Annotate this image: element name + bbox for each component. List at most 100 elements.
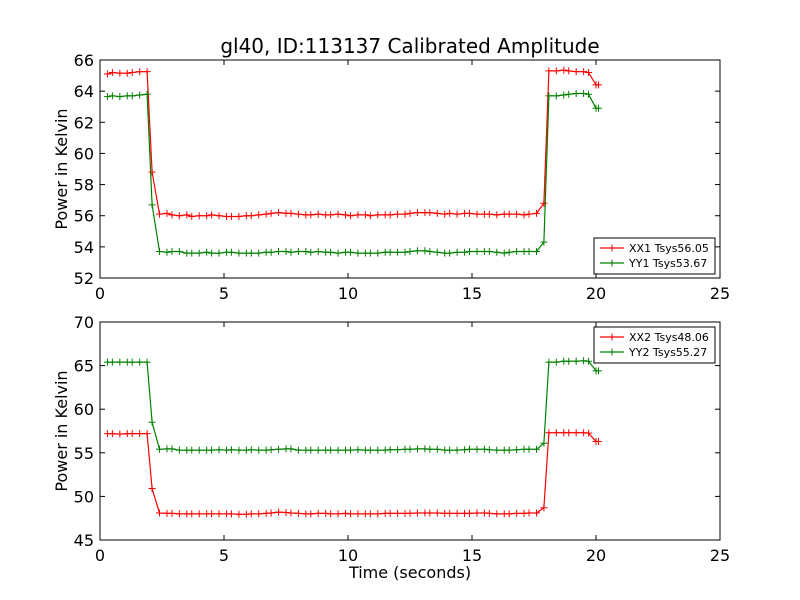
- data-point: [513, 509, 521, 517]
- legend-marker: [608, 348, 616, 356]
- data-point: [485, 446, 493, 454]
- data-point: [394, 248, 402, 256]
- data-point: [545, 358, 553, 366]
- data-point: [275, 445, 283, 453]
- y-tick-label: 70: [74, 313, 94, 332]
- data-point: [108, 358, 116, 366]
- data-point: [560, 66, 568, 74]
- y-tick-label: 62: [74, 113, 94, 132]
- data-point: [188, 446, 196, 454]
- x-tick-label: 15: [462, 284, 482, 303]
- data-point: [366, 212, 374, 220]
- data-point: [128, 68, 136, 76]
- y-tick-label: 56: [74, 207, 94, 226]
- data-point: [493, 248, 501, 256]
- data-point: [275, 209, 283, 217]
- y-axis-label: Power in Kelvin: [52, 108, 71, 229]
- data-point: [208, 446, 216, 454]
- panels: 0 5 10 15 20 25 52 54 56 58 60 62 64 66 Power in Kelvi…: [52, 51, 730, 582]
- data-point: [294, 509, 302, 517]
- data-point: [426, 509, 434, 517]
- x-tick-label: 0: [95, 284, 105, 303]
- data-point: [287, 509, 295, 517]
- data-point: [168, 445, 176, 453]
- data-point: [287, 445, 295, 453]
- data-point: [327, 510, 335, 518]
- data-point: [208, 510, 216, 518]
- x-axis-label: Time (seconds): [348, 563, 471, 582]
- data-point: [227, 248, 235, 256]
- data-point: [394, 446, 402, 454]
- data-point: [413, 247, 421, 255]
- x-tick-label: 10: [338, 284, 358, 303]
- data-point: [565, 90, 573, 98]
- data-point: [394, 210, 402, 218]
- data-point: [594, 437, 602, 445]
- y-axis-label: Power in Kelvin: [52, 370, 71, 491]
- data-point: [208, 249, 216, 257]
- data-point: [168, 248, 176, 256]
- data-point: [453, 446, 461, 454]
- data-point: [108, 68, 116, 76]
- data-point: [493, 211, 501, 219]
- data-point: [374, 510, 382, 518]
- data-point: [227, 212, 235, 220]
- data-point: [433, 248, 441, 256]
- x-tick-label: 25: [710, 284, 730, 303]
- data-point: [327, 248, 335, 256]
- data-point: [505, 210, 513, 218]
- data-point: [386, 509, 394, 517]
- data-point: [314, 248, 322, 256]
- data-point: [342, 211, 350, 219]
- data-point: [215, 446, 223, 454]
- data-point: [262, 210, 270, 218]
- y-tick-label: 60: [74, 400, 94, 419]
- data-point: [136, 430, 144, 438]
- data-point: [175, 510, 183, 518]
- series-2-1: [103, 429, 602, 518]
- data-point: [565, 429, 573, 437]
- series-line: [107, 69, 599, 218]
- series-2-2: [103, 357, 602, 454]
- data-point: [594, 81, 602, 89]
- data-point: [163, 209, 171, 217]
- data-point: [156, 248, 164, 256]
- data-point: [401, 210, 409, 218]
- data-point: [195, 510, 203, 518]
- data-point: [307, 446, 315, 454]
- x-axis: 0 5 10 15 20 25: [95, 60, 730, 303]
- data-point: [255, 446, 263, 454]
- data-point: [413, 209, 421, 217]
- data-point: [168, 509, 176, 517]
- data-point: [215, 510, 223, 518]
- legend-label: XX2 Tsys48.06: [629, 331, 709, 344]
- data-point: [354, 249, 362, 257]
- data-point: [565, 357, 573, 365]
- data-point: [128, 358, 136, 366]
- data-point: [143, 90, 151, 98]
- data-point: [525, 509, 533, 517]
- data-point: [255, 510, 263, 518]
- axes-frame: [99, 59, 721, 279]
- data-point: [545, 67, 553, 75]
- data-point: [386, 446, 394, 454]
- y-tick-label: 66: [74, 51, 94, 70]
- data-point: [413, 509, 421, 517]
- x-tick-label: 0: [95, 546, 105, 565]
- data-point: [123, 69, 131, 77]
- data-point: [255, 249, 263, 257]
- data-point: [156, 509, 164, 517]
- data-point: [366, 249, 374, 257]
- data-point: [116, 358, 124, 366]
- data-point: [585, 90, 593, 98]
- data-point: [505, 446, 513, 454]
- data-point: [354, 510, 362, 518]
- data-point: [532, 248, 540, 256]
- data-point: [227, 510, 235, 518]
- data-point: [183, 211, 191, 219]
- data-point: [163, 248, 171, 256]
- data-point: [406, 445, 414, 453]
- data-point: [287, 248, 295, 256]
- data-point: [473, 210, 481, 218]
- data-point: [532, 509, 540, 517]
